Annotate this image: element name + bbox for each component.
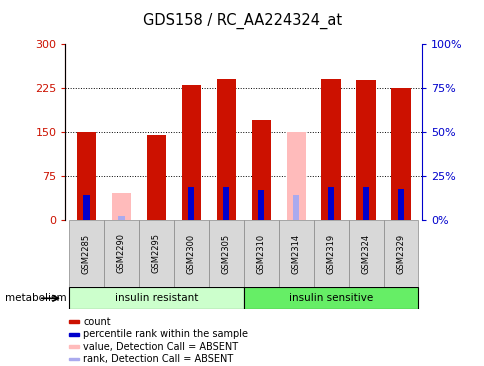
Bar: [327, 187, 333, 220]
Bar: [251, 120, 270, 220]
Bar: [321, 79, 340, 220]
Text: GDS158 / RC_AA224324_at: GDS158 / RC_AA224324_at: [143, 13, 341, 29]
Text: rank, Detection Call = ABSENT: rank, Detection Call = ABSENT: [83, 354, 233, 364]
Bar: [118, 216, 124, 220]
Bar: [69, 358, 79, 360]
Bar: [243, 220, 278, 287]
Bar: [243, 287, 418, 309]
Text: GSM2295: GSM2295: [151, 234, 161, 273]
Text: GSM2310: GSM2310: [256, 234, 265, 273]
Bar: [188, 187, 194, 220]
Bar: [69, 321, 79, 323]
Text: GSM2329: GSM2329: [395, 234, 405, 273]
Text: GSM2324: GSM2324: [361, 234, 370, 273]
Bar: [383, 220, 418, 287]
Bar: [313, 220, 348, 287]
Bar: [391, 88, 410, 220]
Bar: [286, 132, 305, 220]
Text: percentile rank within the sample: percentile rank within the sample: [83, 329, 248, 339]
Bar: [292, 195, 299, 220]
Bar: [362, 187, 368, 220]
Text: GSM2300: GSM2300: [186, 234, 196, 273]
Bar: [208, 220, 243, 287]
Bar: [182, 85, 200, 220]
Bar: [76, 132, 96, 220]
Bar: [216, 79, 235, 220]
Bar: [69, 333, 79, 336]
Text: count: count: [83, 317, 111, 327]
Bar: [138, 220, 173, 287]
Bar: [356, 80, 375, 220]
Bar: [397, 189, 403, 220]
Text: GSM2314: GSM2314: [291, 234, 300, 273]
Text: GSM2285: GSM2285: [82, 234, 91, 273]
Bar: [69, 220, 104, 287]
Text: value, Detection Call = ABSENT: value, Detection Call = ABSENT: [83, 341, 238, 351]
Text: insulin resistant: insulin resistant: [114, 293, 197, 303]
Bar: [69, 287, 243, 309]
Text: insulin sensitive: insulin sensitive: [288, 293, 373, 303]
Bar: [104, 220, 138, 287]
Bar: [278, 220, 313, 287]
Bar: [83, 195, 90, 220]
Text: GSM2319: GSM2319: [326, 234, 335, 273]
Bar: [69, 345, 79, 348]
Bar: [111, 193, 131, 220]
Bar: [348, 220, 383, 287]
Text: GSM2290: GSM2290: [117, 234, 126, 273]
Bar: [257, 190, 264, 220]
Text: metabolism: metabolism: [5, 293, 66, 303]
Text: GSM2305: GSM2305: [221, 234, 230, 273]
Bar: [223, 187, 229, 220]
Bar: [147, 135, 166, 220]
Bar: [173, 220, 208, 287]
